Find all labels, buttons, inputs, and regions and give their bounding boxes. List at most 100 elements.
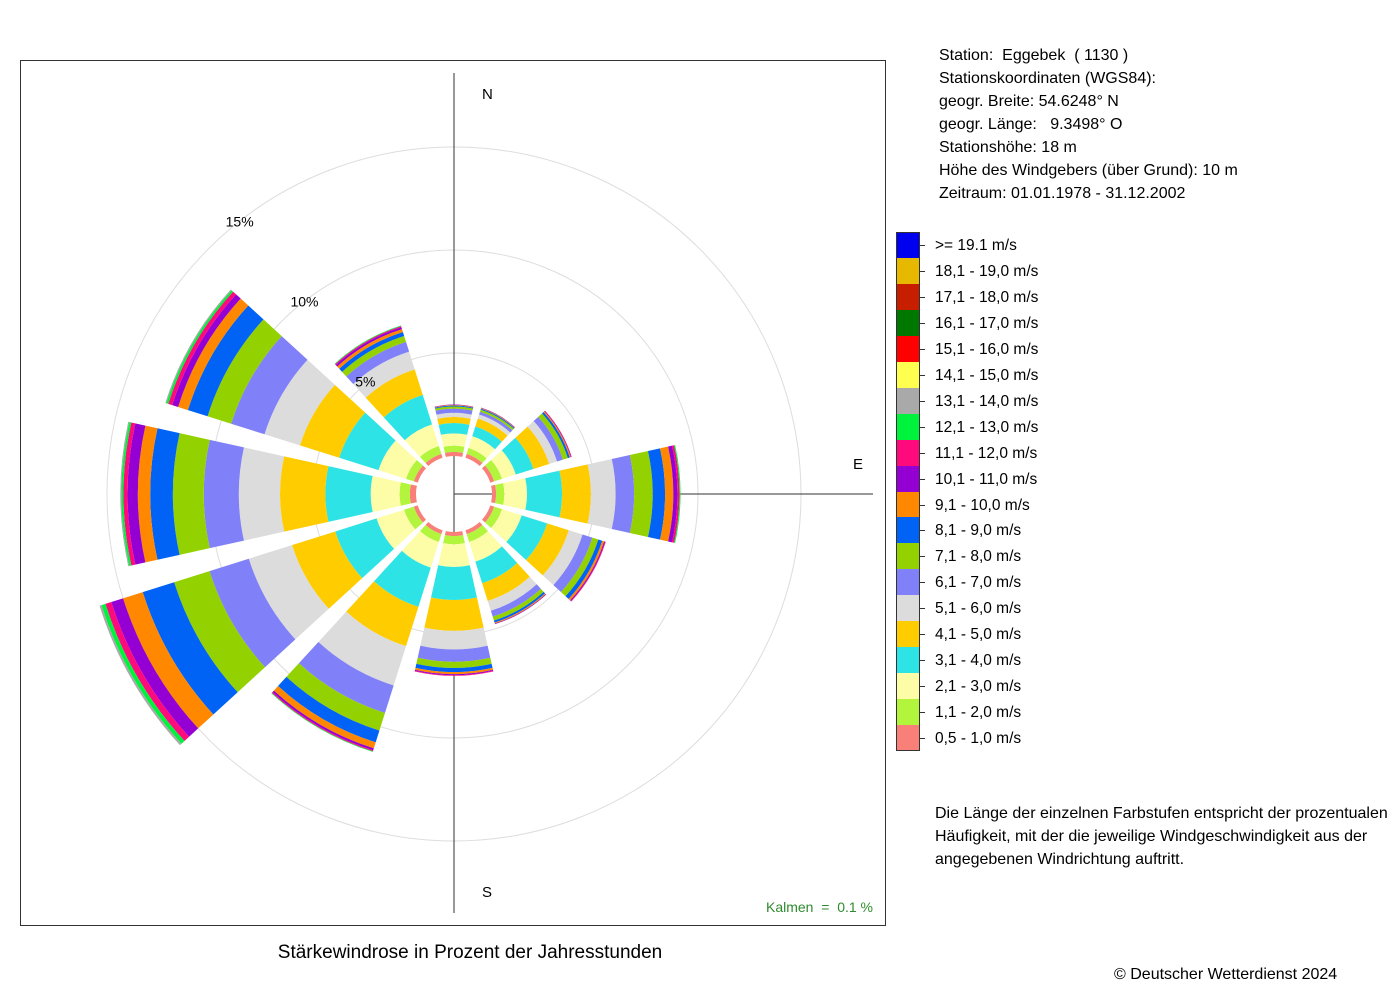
sector-330°-class-1 (425, 453, 443, 466)
sector-60°-class-2 (485, 459, 503, 482)
legend-swatch (896, 387, 920, 414)
sector-W-class-1 (409, 484, 417, 504)
sector-30°-class-3 (468, 436, 495, 459)
sector-S-class-6 (420, 627, 488, 650)
legend-label: 10,1 - 11,0 m/s (935, 470, 1038, 488)
sector-N-class-9 (434, 405, 474, 409)
ring-label-15: 15% (226, 213, 254, 229)
sector-210°-class-2 (419, 525, 442, 543)
calms-label: Kalmen = 0.1 % (766, 899, 874, 915)
sector-300°-class-10 (178, 298, 249, 411)
sector-30°-class-7 (479, 411, 513, 433)
anemometer-height: Höhe des Windgebers (über Grund): 10 m (939, 162, 1238, 179)
sector-60°-class-6 (527, 421, 558, 464)
sector-240°-class-12 (105, 602, 190, 741)
sector-N-class-3 (440, 433, 468, 447)
legend-tick (920, 296, 925, 298)
sector-210°-class-1 (425, 522, 443, 535)
sector-300°-class-1 (413, 465, 426, 483)
legend-tick (920, 738, 925, 740)
sector-150°-class-5 (482, 563, 530, 601)
legend-border (896, 232, 920, 751)
sector-210°-class-7 (298, 642, 394, 713)
sector-30°-class-4 (472, 426, 502, 450)
sector-330°-class-9 (339, 332, 405, 372)
sector-240°-class-6 (248, 545, 329, 640)
sector-E-class-8 (629, 450, 653, 538)
sector-S-class-1 (444, 531, 464, 537)
sector-240°-class-5 (292, 531, 363, 609)
sector-330°-class-11 (335, 327, 402, 367)
legend-item: 17,1 - 18,0 m/s (896, 283, 1156, 310)
legend-tick (920, 712, 925, 714)
sector-150°-class-8 (492, 588, 544, 621)
legend-label: 17,1 - 18,0 m/s (935, 288, 1039, 306)
legend-swatch (896, 335, 920, 362)
legend-tick (920, 582, 925, 584)
sector-210°-class-10 (273, 686, 376, 749)
legend-item: 6,1 - 7,0 m/s (896, 569, 1156, 596)
sector-300°-class-3 (378, 440, 417, 479)
compass-label-N: N (482, 86, 493, 103)
sector-N-class-8 (435, 406, 473, 411)
sector-120°-class-9 (565, 539, 603, 600)
legend-label: 3,1 - 4,0 m/s (935, 652, 1022, 670)
sector-30°-class-1 (465, 453, 483, 466)
legend-item: 14,1 - 15,0 m/s (896, 361, 1156, 388)
sector-60°-class-8 (538, 413, 568, 460)
sector-N-class-10 (434, 404, 474, 408)
sector-300°-class-7 (231, 336, 308, 435)
sector-120°-class-2 (485, 506, 503, 529)
legend-item: 13,1 - 14,0 m/s (896, 387, 1156, 414)
sector-30°-class-8 (479, 409, 514, 431)
legend-label: 6,1 - 7,0 m/s (935, 574, 1022, 592)
legend-label: 11,1 - 12,0 m/s (935, 444, 1038, 462)
sector-240°-class-3 (376, 509, 416, 549)
legend-tick (920, 400, 925, 402)
sector-210°-class-3 (401, 531, 439, 568)
sector-S-class-12 (414, 670, 494, 676)
sector-S-class-7 (417, 645, 491, 662)
station-longitude: geogr. Länge: 9.3498° O (939, 116, 1123, 133)
legend-label: 12,1 - 13,0 m/s (935, 418, 1039, 436)
sector-330°-class-4 (383, 394, 433, 441)
legend-tick (920, 322, 925, 324)
sector-E-class-10 (660, 446, 674, 542)
sector-330°-class-2 (419, 445, 442, 463)
sector-330°-class-8 (342, 335, 407, 377)
sector-330°-class-7 (346, 341, 410, 384)
sector-S-class-11 (414, 669, 494, 676)
sector-S-class-9 (415, 663, 493, 673)
legend-tick (920, 660, 925, 662)
sector-E-class-1 (491, 484, 497, 504)
sector-60°-class-5 (515, 426, 550, 469)
sector-120°-class-7 (553, 534, 593, 593)
sector-E-class-9 (647, 448, 666, 540)
sector-W-class-12 (123, 422, 136, 566)
legend-item: 5,1 - 6,0 m/s (896, 595, 1156, 622)
legend-label: 16,1 - 17,0 m/s (935, 314, 1039, 332)
ring-label-10: 10% (290, 293, 318, 309)
sector-120°-class-1 (482, 505, 495, 523)
sector-240°-class-2 (404, 506, 423, 530)
sector-240°-class-9 (142, 582, 238, 715)
legend-tick (920, 426, 925, 428)
sector-W-class-5 (280, 456, 329, 532)
sector-60°-class-7 (533, 416, 563, 462)
sector-N-class-6 (436, 412, 472, 419)
legend-item: 0,5 - 1,0 m/s (896, 725, 1156, 752)
legend-item: 8,1 - 9,0 m/s (896, 517, 1156, 544)
sector-240°-class-7 (209, 558, 296, 668)
legend-tick (920, 556, 925, 558)
legend-label: 5,1 - 6,0 m/s (935, 600, 1022, 618)
legend-label: 13,1 - 14,0 m/s (935, 392, 1039, 410)
sector-N-class-1 (444, 451, 464, 457)
sector-30°-class-9 (480, 408, 515, 429)
sector-300°-class-11 (172, 294, 241, 407)
wind-rose-chart: N E S 5% 10% 15% (99, 73, 873, 913)
sector-60°-class-3 (491, 450, 516, 479)
sector-N-class-2 (443, 445, 465, 453)
sector-300°-class-6 (264, 359, 335, 446)
sector-300°-class-4 (339, 412, 396, 471)
sector-300°-class-12 (168, 291, 237, 406)
